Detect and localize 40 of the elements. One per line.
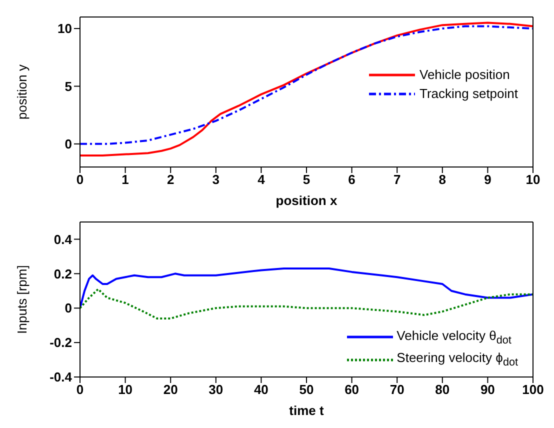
x-tick-label: 90 [480,382,495,398]
y-tick-label: 0 [64,300,72,316]
x-tick-label: 6 [348,172,356,188]
x-tick-label: 8 [438,172,446,188]
x-tick-label: 60 [344,382,360,398]
legend-label: Tracking setpoint [419,86,518,101]
x-tick-label: 3 [212,172,220,188]
x-axis-title: position x [276,193,338,208]
y-axis-title: position y [14,64,30,120]
x-tick-label: 30 [208,382,224,398]
y-tick-label: 0 [64,136,72,152]
x-tick-label: 10 [118,382,133,398]
x-tick-label: 80 [435,382,450,398]
x-tick-label: 7 [393,172,401,188]
y-tick-label: 0.2 [54,266,72,282]
x-tick-label: 2 [166,172,174,188]
y-tick-label: 0.4 [54,232,73,247]
x-tick-label: 10 [526,172,540,188]
x-tick-label: 5 [302,172,310,188]
legend-label: Steering velocity ϕ$_{dot}$ [396,350,518,369]
x-tick-label: 4 [258,172,266,188]
line-series [80,268,533,310]
x-tick-label: 0 [76,172,84,188]
x-axis-title: time t [289,403,325,418]
x-tick-label: 0 [76,382,84,398]
line-series [80,288,533,320]
y-tick-label: 5 [64,78,72,94]
legend-label: Vehicle velocity θ$_{dot}$ [396,328,512,346]
y-tick-label: -0.2 [50,335,72,350]
x-tick-label: 50 [299,382,314,398]
x-tick-label: 1 [122,172,129,188]
x-tick-label: 9 [484,172,492,188]
x-tick-label: 70 [390,382,404,398]
x-tick-label: 40 [254,382,268,398]
y-axis-title: Inputs [rpm] [14,265,30,334]
x-tick-label: 20 [163,382,178,398]
y-tick-label: -0.4 [50,370,73,385]
legend-label: Vehicle position [419,67,510,82]
x-tick-label: 100 [522,382,544,398]
y-tick-label: 10 [58,21,72,36]
